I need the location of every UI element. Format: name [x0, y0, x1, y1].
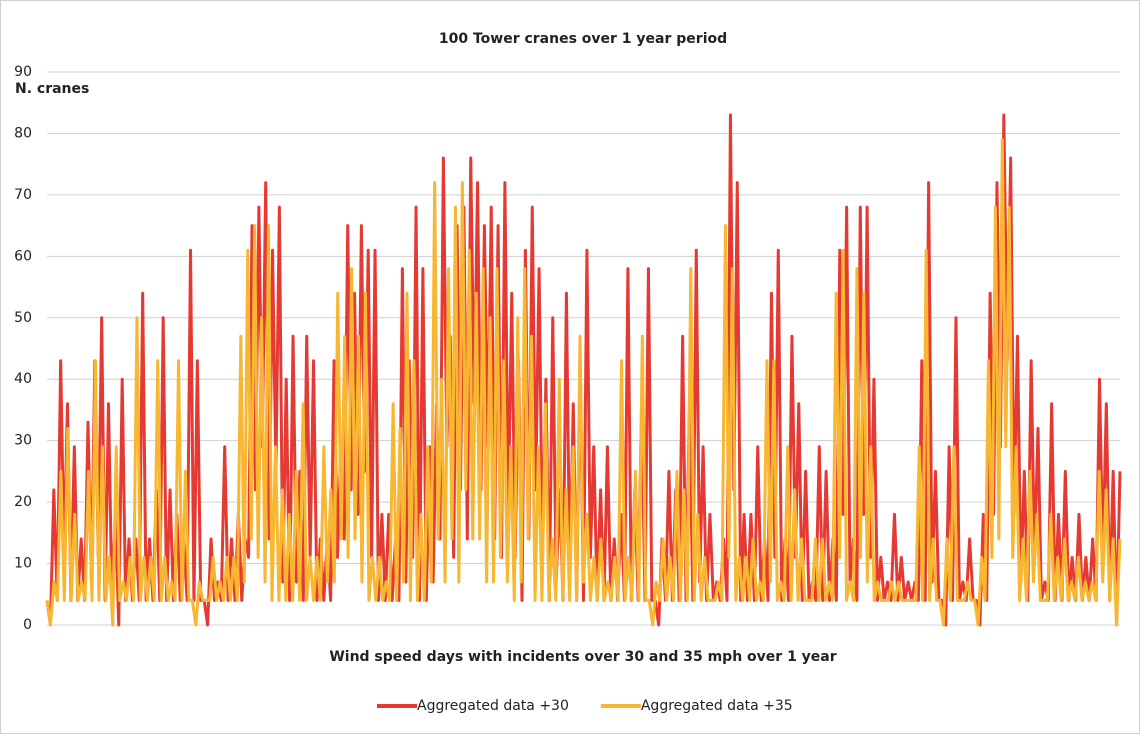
y-tick-label: 60 [14, 248, 32, 264]
y-tick-label: 80 [14, 125, 32, 141]
legend-label: Aggregated data +35 [641, 698, 793, 714]
chart-title: 100 Tower cranes over 1 year period [439, 31, 727, 47]
y-tick-label: 90 [14, 64, 32, 80]
y-tick-label: 0 [23, 617, 32, 633]
y-tick-label: 70 [14, 187, 32, 203]
y-tick-label: 50 [14, 310, 32, 326]
y-tick-label: 10 [14, 556, 32, 572]
data-line [45, 138, 1122, 627]
y-tick-label: 20 [14, 494, 32, 510]
y-axis-title: N. cranes [15, 81, 89, 97]
y-tick-label: 30 [14, 433, 32, 449]
legend-label: Aggregated data +30 [417, 698, 569, 714]
x-axis-title: Wind speed days with incidents over 30 a… [329, 649, 836, 665]
y-tick-label: 40 [14, 371, 32, 387]
